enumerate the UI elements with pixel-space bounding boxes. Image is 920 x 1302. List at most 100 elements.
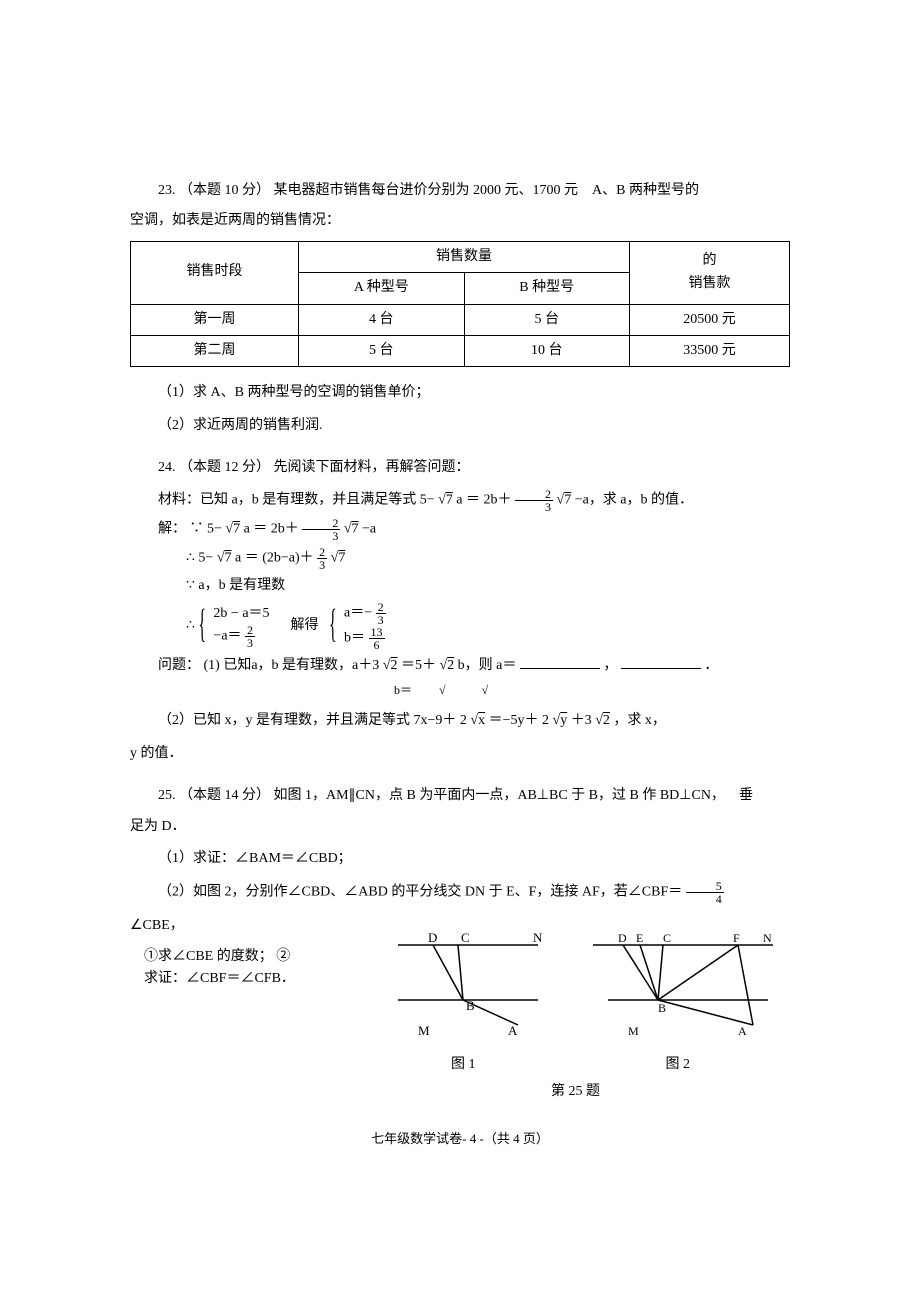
lbl-M2: M bbox=[628, 1024, 639, 1038]
lbl-D1: D bbox=[428, 930, 437, 945]
lbl-A1: A bbox=[508, 1023, 518, 1038]
q2a-25: （2）如图 2，分别作∠CBD、∠ABD 的平分线交 DN 于 E、F，连接 A… bbox=[158, 885, 682, 900]
sqrt7-4: 7 bbox=[352, 521, 359, 536]
question-1: 问题： (1) 已知a，b 是有理数，a＋3 √2 ＝5＋ √2 b，则 a＝ … bbox=[130, 655, 790, 677]
figure-1: D C N B M A 图 1 bbox=[373, 930, 553, 1076]
q2b: ＝−5y＋ bbox=[489, 713, 539, 728]
problem-25: 25. （本题 14 分） 如图 1，AM∥CN，点 B 为平面内一点，AB⊥B… bbox=[130, 785, 790, 1108]
problem-23-header: 23. （本题 10 分） 某电器超市销售每台进价分别为 2000 元、1700… bbox=[130, 180, 790, 202]
problem-25-right: D C N B M A 图 1 bbox=[361, 915, 790, 1108]
q1b: ＝5＋ bbox=[401, 658, 436, 673]
blank-b bbox=[621, 655, 701, 669]
lbl-D2: D bbox=[618, 931, 627, 945]
mat-mid: a ＝ 2b＋ bbox=[456, 492, 511, 507]
problem-23-q1: （1）求 A、B 两种型号的空调的销售单价； bbox=[130, 382, 790, 404]
frac-2-3-b: 23 bbox=[302, 517, 340, 542]
r1-time: 第一周 bbox=[131, 304, 299, 335]
blank-a bbox=[520, 655, 600, 669]
sales-table: 销售时段 销售数量 的 销售款 A 种型号 B 种型号 第一周 4 台 5 台 … bbox=[130, 241, 790, 368]
r1-rev: 20500 元 bbox=[629, 304, 789, 335]
problem-25-points: （本题 14 分） bbox=[179, 788, 270, 803]
r1-b: 5 台 bbox=[464, 304, 629, 335]
sqrt7-2: 7 bbox=[564, 492, 571, 507]
question-2-line2: y 的值． bbox=[130, 743, 790, 765]
th-rev-a: 的 bbox=[702, 253, 716, 268]
lbl-N1: N bbox=[533, 930, 543, 945]
q2a: （2）已知 x，y 是有理数，并且满足等式 7x−9＋ bbox=[158, 713, 456, 728]
cbe-line: ∠CBE， bbox=[130, 915, 361, 937]
r2-a: 5 台 bbox=[299, 335, 464, 366]
two-b: 2 bbox=[542, 713, 549, 728]
sub1: ①求∠CBE 的度数； ② bbox=[130, 946, 361, 968]
sqrt7-6: 7 bbox=[338, 550, 345, 565]
solve-get: 解得 bbox=[291, 618, 319, 633]
figure-2: D E C F N B M A 图 2 bbox=[578, 930, 778, 1076]
brace-ans: a＝− 23 b＝ 136 bbox=[329, 601, 386, 651]
th-rev-b: 销售款 bbox=[688, 276, 730, 291]
solve-step2: ∴ 5− √7 a ＝ (2b−a)＋ 23 √7 bbox=[130, 546, 790, 571]
sqrt7-3: 7 bbox=[233, 521, 240, 536]
sqrtx: x bbox=[478, 713, 485, 728]
problem-24-intro: 先阅读下面材料，再解答问题： bbox=[274, 460, 470, 475]
r2-b: 10 台 bbox=[464, 335, 629, 366]
problem-23-q2: （2）求近两周的销售利润. bbox=[130, 415, 790, 437]
lbl-A2: A bbox=[738, 1024, 747, 1038]
s1a: ∵ 5− bbox=[190, 521, 222, 536]
page-footer: 七年级数学试卷- 4 -（共 4 页） bbox=[130, 1129, 790, 1150]
th-b: B 种型号 bbox=[464, 273, 629, 304]
r1-a: 4 台 bbox=[299, 304, 464, 335]
system-line: ∴ 2b − a＝5 −a＝ 23 解得 a＝− 23 b＝ 136 bbox=[130, 601, 790, 651]
th-qty: 销售数量 bbox=[299, 241, 630, 272]
lbl-E2: E bbox=[636, 931, 643, 945]
q1a: (1) 已知a，b 是有理数，a＋3 bbox=[204, 658, 380, 673]
s2b: a ＝ (2b−a)＋ bbox=[235, 550, 314, 565]
two-a: 2 bbox=[460, 713, 467, 728]
lbl-F2: F bbox=[733, 931, 740, 945]
ans-a: a＝− 23 bbox=[344, 601, 386, 626]
frac-5-4: 54 bbox=[686, 880, 724, 905]
problem-23-intro-b: A、B 两种型号的 bbox=[592, 183, 699, 198]
problem-24: 24. （本题 12 分） 先阅读下面材料，再解答问题： 材料：已知 a，b 是… bbox=[130, 457, 790, 765]
problem-23-points: （本题 10 分） bbox=[179, 183, 270, 198]
sqrty: y bbox=[560, 713, 567, 728]
lbl-M1: M bbox=[418, 1023, 430, 1038]
problem-25-header: 25. （本题 14 分） 如图 1，AM∥CN，点 B 为平面内一点，AB⊥B… bbox=[130, 785, 790, 807]
sqrt7-1: 7 bbox=[446, 492, 453, 507]
eq1: 2b − a＝5 bbox=[213, 603, 269, 624]
q1e: ． bbox=[704, 658, 718, 673]
s2a: ∴ 5− bbox=[186, 550, 213, 565]
problem-25-q1: （1）求证：∠BAM＝∠CBD； bbox=[130, 848, 790, 870]
q2c: ＋3 bbox=[571, 713, 592, 728]
sqrt2-3: 2 bbox=[603, 713, 610, 728]
lbl-B1: B bbox=[466, 998, 475, 1013]
th-rev: 的 销售款 bbox=[629, 241, 789, 304]
problem-25-q2: （2）如图 2，分别作∠CBD、∠ABD 的平分线交 DN 于 E、F，连接 A… bbox=[130, 880, 790, 905]
sqrt2-1: 2 bbox=[390, 658, 397, 673]
fig1-label: 图 1 bbox=[373, 1054, 553, 1076]
th-a: A 种型号 bbox=[299, 273, 464, 304]
s1c: −a bbox=[362, 521, 376, 536]
question-2: （2）已知 x，y 是有理数，并且满足等式 7x−9＋ 2 √x ＝−5y＋ 2… bbox=[130, 710, 790, 732]
mat-suffix: −a，求 a，b 的值． bbox=[575, 492, 693, 507]
r2-rev: 33500 元 bbox=[629, 335, 789, 366]
problem-23-intro-a: 某电器超市销售每台进价分别为 2000 元、1700 元 bbox=[274, 183, 579, 198]
ans-b: b＝ 136 bbox=[344, 626, 386, 651]
lbl-C2: C bbox=[663, 931, 671, 945]
sqrt7-5: 7 bbox=[225, 550, 232, 565]
q2d: ，求 x， bbox=[613, 713, 666, 728]
problem-23: 23. （本题 10 分） 某电器超市销售每台进价分别为 2000 元、1700… bbox=[130, 180, 790, 437]
eq2: −a＝ 23 bbox=[213, 624, 269, 649]
problem-25-left: ∠CBE， ①求∠CBE 的度数； ② 求证：∠CBF＝∠CFB． bbox=[130, 915, 361, 990]
figure-2-svg: D E C F N B M A bbox=[578, 930, 778, 1040]
s1b: a ＝ 2b＋ bbox=[244, 521, 299, 536]
problem-24-points: （本题 12 分） bbox=[179, 460, 270, 475]
fig2-label: 图 2 bbox=[578, 1054, 778, 1076]
problem-24-number: 24. bbox=[158, 460, 176, 475]
th-time: 销售时段 bbox=[131, 241, 299, 304]
problem-25-content: ∠CBE， ①求∠CBE 的度数； ② 求证：∠CBF＝∠CFB． D C bbox=[130, 915, 790, 1108]
fig-title: 第 25 题 bbox=[361, 1081, 790, 1103]
figures: D C N B M A 图 1 bbox=[361, 930, 790, 1076]
lbl-B2: B bbox=[658, 1001, 666, 1015]
problem-25-intro-b: 垂 bbox=[739, 788, 753, 803]
solve-step1: 解： ∵ 5− √7 a ＝ 2b＋ 23 √7 −a bbox=[130, 517, 790, 542]
